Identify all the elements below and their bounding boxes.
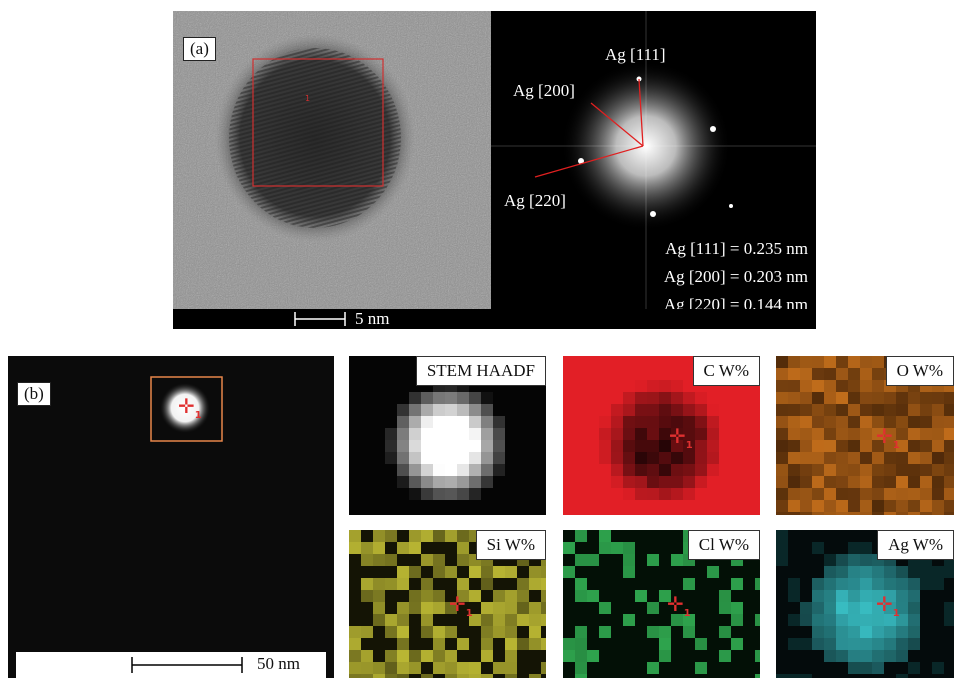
map-silicon: ✛1 Si W%	[349, 530, 546, 678]
scale-strip-b: 50 nm	[16, 652, 326, 678]
scale-label-b: 50 nm	[257, 654, 300, 673]
panel-a-label: (a)	[183, 37, 216, 61]
measurement-ag200: Ag [200] = 0.203 nm	[663, 267, 808, 286]
map-title: O W%	[885, 356, 954, 386]
point-marker: ✛1	[449, 592, 473, 619]
map-title: Si W%	[475, 530, 546, 560]
scale-label-a: 5 nm	[355, 309, 390, 328]
stem-overview: ✛1 (b) 50 nm	[8, 356, 334, 678]
measurement-ag111: Ag [111] = 0.235 nm	[665, 239, 808, 258]
hrtem-image: 1 (a)	[173, 11, 491, 309]
point-marker: ✛1	[669, 424, 693, 451]
measurement-ag220: Ag [220] = 0.144 nm	[663, 295, 808, 309]
map-carbon: ✛1 C W%	[563, 356, 760, 515]
map-silver: ✛1 Ag W%	[776, 530, 954, 678]
map-chlorine: ✛1 Cl W%	[563, 530, 760, 678]
fft-pattern: Ag [111] Ag [200] Ag [220] Ag [111] = 0.…	[491, 11, 816, 309]
point-marker: ✛1	[667, 592, 691, 619]
map-title: C W%	[692, 356, 760, 386]
map-title: Ag W%	[877, 530, 954, 560]
map-stem-haadf: STEM HAADF	[349, 356, 546, 515]
point-marker: ✛1	[876, 424, 900, 451]
label-ag200: Ag [200]	[513, 81, 575, 100]
panel-b-label: (b)	[17, 382, 51, 406]
map-oxygen: ✛1 O W%	[776, 356, 954, 515]
scale-strip-a: 5 nm	[173, 309, 816, 329]
scale-bar-b	[131, 657, 243, 673]
map-title: Cl W%	[687, 530, 760, 560]
point-marker: ✛1	[178, 394, 202, 421]
label-ag111: Ag [111]	[605, 45, 666, 64]
point-marker: ✛1	[876, 592, 900, 619]
label-ag220: Ag [220]	[504, 191, 566, 210]
scale-bar-a	[294, 312, 346, 326]
roi-marker: 1	[305, 94, 310, 103]
map-title: STEM HAADF	[415, 356, 546, 386]
